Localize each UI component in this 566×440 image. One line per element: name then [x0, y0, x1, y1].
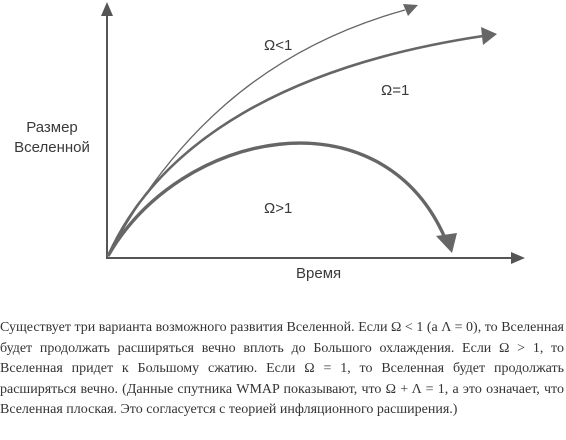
x-axis-arrow-icon — [511, 252, 525, 264]
universe-expansion-diagram: Размер Вселенной Время Ω<1 Ω=1 Ω>1 — [14, 2, 525, 282]
curve-flat — [106, 34, 484, 257]
curve-label-flat: Ω=1 — [381, 82, 410, 99]
curve-closed — [106, 141, 447, 257]
diagram-canvas — [101, 2, 525, 264]
y-axis-label: Размер Вселенной — [14, 119, 90, 156]
y-axis-arrow-icon — [101, 2, 113, 16]
curve-open-arrow-icon — [403, 4, 418, 16]
x-axis-label: Время — [296, 265, 342, 282]
curve-closed-arrow-icon — [436, 233, 457, 253]
curve-flat-arrow-icon — [481, 27, 497, 45]
curve-label-closed: Ω>1 — [264, 200, 293, 217]
figure-caption: Существует три варианта возможного разви… — [0, 320, 564, 418]
curve-label-open: Ω<1 — [264, 37, 293, 54]
curve-open — [107, 9, 406, 257]
